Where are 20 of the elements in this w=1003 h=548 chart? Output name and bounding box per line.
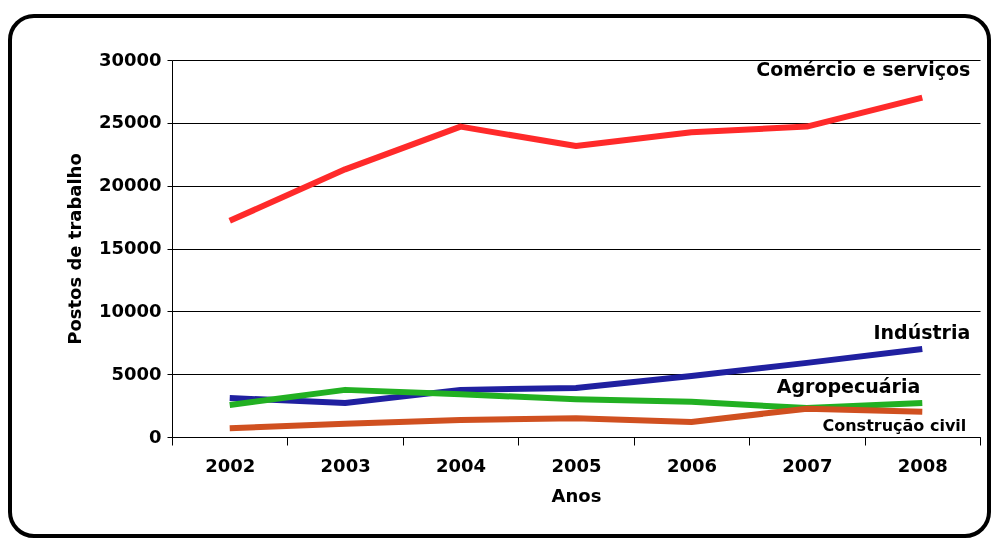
y-tick-label: 5000 xyxy=(111,362,162,384)
x-tick-label: 2003 xyxy=(320,454,371,476)
series-label: Construção civil xyxy=(822,415,967,435)
x-axis-title: Anos xyxy=(551,484,602,506)
x-tick-label: 2008 xyxy=(897,454,948,476)
y-tick-label: 0 xyxy=(148,425,162,447)
y-tick-label: 10000 xyxy=(98,299,162,321)
x-tick-label: 2002 xyxy=(205,454,256,476)
series-label: Indústria xyxy=(873,321,971,344)
y-axis-title: Postos de trabalho xyxy=(63,153,85,345)
y-tick-label: 20000 xyxy=(98,174,162,196)
x-tick-label: 2007 xyxy=(782,454,833,476)
x-tick-label: 2006 xyxy=(666,454,717,476)
y-tick-label: 30000 xyxy=(98,48,162,70)
x-tick-label: 2005 xyxy=(551,454,602,476)
text: Comércio e serviços xyxy=(756,57,971,80)
x-tick-label: 2004 xyxy=(436,454,487,476)
series-label: Agropecuária xyxy=(776,375,921,398)
y-tick-label: 25000 xyxy=(98,111,162,133)
y-tick-label: 15000 xyxy=(98,237,162,258)
